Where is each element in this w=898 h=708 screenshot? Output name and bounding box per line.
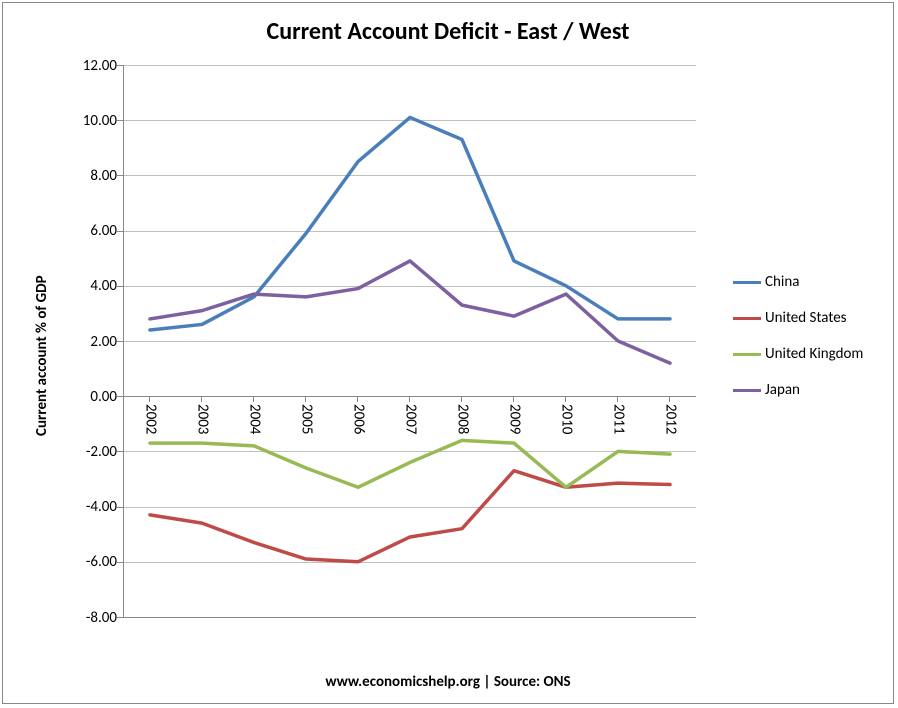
xtick-mark xyxy=(201,396,202,402)
xtick-label: 2007 xyxy=(402,404,420,434)
legend: China United States United Kingdom Japan xyxy=(733,273,863,417)
legend-item: Japan xyxy=(733,381,863,399)
xtick-mark xyxy=(357,396,358,402)
xtick-mark xyxy=(617,396,618,402)
legend-item: United Kingdom xyxy=(733,345,863,363)
xtick-mark xyxy=(669,396,670,402)
ytick-label: -2.00 xyxy=(67,443,117,461)
xtick-mark xyxy=(305,396,306,402)
xtick-mark xyxy=(565,396,566,402)
ytick-mark xyxy=(117,231,123,232)
chart-frame: Current Account Deficit - East / West -8… xyxy=(2,2,894,704)
legend-item: United States xyxy=(733,309,863,327)
series-lines xyxy=(124,65,696,617)
xtick-label: 2011 xyxy=(610,404,628,434)
series-line-united-kingdom xyxy=(150,440,670,487)
ytick-mark xyxy=(117,65,123,66)
legend-label: Japan xyxy=(765,381,800,399)
xtick-label: 2005 xyxy=(298,404,316,434)
xtick-mark xyxy=(461,396,462,402)
legend-swatch xyxy=(733,389,761,392)
y-axis-label: Current account % of GDP xyxy=(33,275,51,436)
ytick-label: 2.00 xyxy=(67,333,117,351)
xtick-mark xyxy=(253,396,254,402)
ytick-mark xyxy=(117,562,123,563)
ytick-mark xyxy=(117,507,123,508)
legend-label: United States xyxy=(765,309,847,327)
ytick-label: 10.00 xyxy=(67,112,117,130)
xtick-label: 2009 xyxy=(506,404,524,434)
xtick-label: 2002 xyxy=(142,404,160,434)
ytick-label: -6.00 xyxy=(67,553,117,571)
ytick-mark xyxy=(117,286,123,287)
xtick-label: 2003 xyxy=(194,404,212,434)
legend-swatch xyxy=(733,353,761,356)
xtick-mark xyxy=(409,396,410,402)
legend-label: China xyxy=(765,273,799,291)
legend-item: China xyxy=(733,273,863,291)
xtick-label: 2008 xyxy=(454,404,472,434)
ytick-label: 6.00 xyxy=(67,222,117,240)
legend-swatch xyxy=(733,281,761,284)
ytick-label: -8.00 xyxy=(67,609,117,627)
ytick-label: 0.00 xyxy=(67,388,117,406)
ytick-mark xyxy=(117,617,123,618)
xtick-label: 2012 xyxy=(662,404,680,434)
xtick-label: 2004 xyxy=(246,404,264,434)
ytick-label: 12.00 xyxy=(67,57,117,75)
ytick-mark xyxy=(117,341,123,342)
xtick-mark xyxy=(149,396,150,402)
legend-label: United Kingdom xyxy=(765,345,863,363)
xtick-label: 2010 xyxy=(558,404,576,434)
ytick-mark xyxy=(117,175,123,176)
series-line-united-states xyxy=(150,471,670,562)
ytick-label: 4.00 xyxy=(67,277,117,295)
ytick-mark xyxy=(117,396,123,397)
plot-area xyxy=(123,65,696,618)
series-line-china xyxy=(150,117,670,330)
legend-swatch xyxy=(733,317,761,320)
xtick-label: 2006 xyxy=(350,404,368,434)
xtick-mark xyxy=(513,396,514,402)
ytick-label: 8.00 xyxy=(67,167,117,185)
ytick-label: -4.00 xyxy=(67,498,117,516)
ytick-mark xyxy=(117,120,123,121)
footer-source: www.economicshelp.org | Source: ONS xyxy=(3,673,893,691)
chart-title: Current Account Deficit - East / West xyxy=(3,17,893,46)
ytick-mark xyxy=(117,451,123,452)
